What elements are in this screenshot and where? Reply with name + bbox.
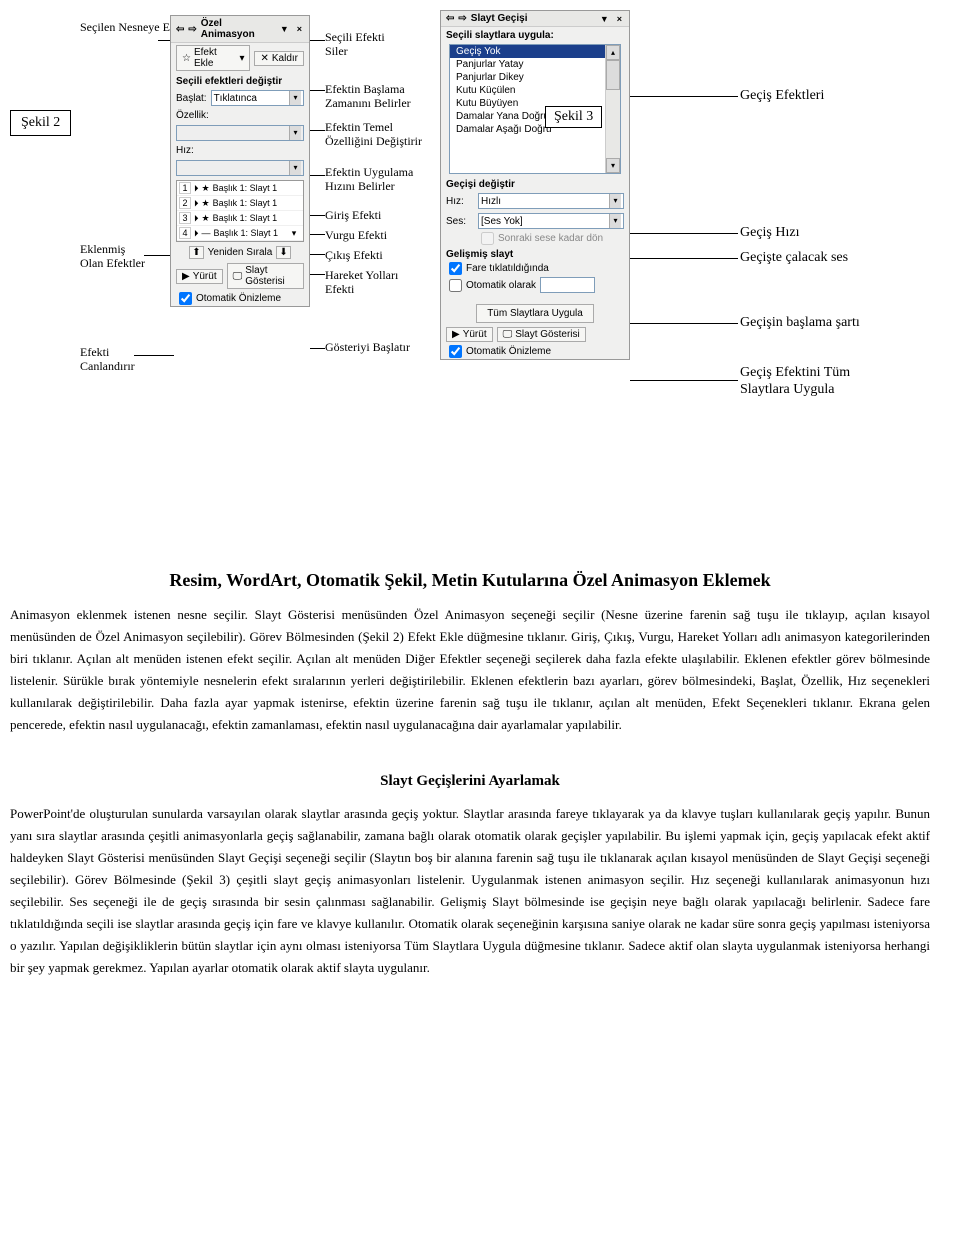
sound-label: Ses:: [446, 216, 474, 227]
remove-effect-button[interactable]: ✕ Kaldır: [254, 51, 304, 66]
callout-speed: Efektin UygulamaHızını Belirler: [325, 165, 413, 194]
on-click-checkbox[interactable]: [449, 262, 462, 275]
loop-sound-checkbox: [481, 232, 494, 245]
add-effect-button[interactable]: ☆ Efekt Ekle ▾: [176, 45, 250, 71]
reorder-up-button[interactable]: ⬆: [189, 246, 203, 259]
callout-added-effects: EklenmişOlan Efektler: [80, 242, 145, 271]
auto-preview-label: Otomatik Önizleme: [196, 293, 281, 304]
auto-after-label: Otomatik olarak: [466, 280, 536, 291]
nav-back-icon[interactable]: ⇦: [176, 24, 184, 35]
panel2-title: Slayt Geçişi: [471, 13, 528, 24]
custom-animation-panel: ⇦ ⇨ Özel Animasyon ▼ × ☆ Efekt Ekle ▾ ✕ …: [170, 15, 310, 307]
play-button[interactable]: ▶ Yürüt: [446, 327, 493, 342]
list-item[interactable]: Kutu Küçülen: [450, 84, 620, 97]
panel1-title-bar: ⇦ ⇨ Özel Animasyon ▼ ×: [171, 16, 309, 43]
effect-item[interactable]: 2⏵★Başlık 1: Slayt 1: [177, 196, 303, 211]
callout-remove: Seçili EfektiSiler: [325, 30, 385, 59]
scrollbar[interactable]: ▴ ▾: [605, 45, 620, 173]
callout-motion: Hareket YollarıEfekti: [325, 268, 398, 297]
section-heading-custom-animation: Resim, WordArt, Otomatik Şekil, Metin Ku…: [10, 570, 930, 591]
scroll-down-icon[interactable]: ▾: [606, 158, 620, 173]
callout-start-time: Efektin BaşlamaZamanını Belirler: [325, 82, 411, 111]
panel2-title-bar: ⇦ ⇨ Slayt Geçişi ▼ ×: [441, 11, 629, 27]
dropdown-icon[interactable]: ▼: [278, 24, 291, 34]
transition-speed-select[interactable]: Hızlı▾: [478, 193, 624, 209]
figure-area: Şekil 2 Seçilen Nesneye Efekt Ekler Ekle…: [10, 10, 930, 540]
speed-label: Hız:: [446, 196, 474, 207]
figure3-label: Şekil 3: [545, 106, 602, 128]
auto-after-time-input[interactable]: [540, 277, 595, 293]
speed-label: Hız:: [176, 145, 194, 156]
change-transition-section: Geçişi değiştir: [441, 176, 629, 191]
callout-property: Efektin TemelÖzelliğini Değiştirir: [325, 120, 422, 149]
reorder-label: Yeniden Sırala: [208, 247, 273, 258]
start-select[interactable]: Tıklatınca▾: [211, 90, 304, 106]
slideshow-button[interactable]: 🖵 Slayt Gösterisi: [497, 327, 586, 342]
close-icon[interactable]: ×: [615, 14, 624, 24]
effect-item[interactable]: 4⏵—Başlık 1: Slayt 1▾: [177, 226, 303, 241]
dropdown-icon[interactable]: ▼: [598, 14, 611, 24]
list-item[interactable]: Panjurlar Yatay: [450, 58, 620, 71]
play-button[interactable]: ▶ Yürüt: [176, 269, 223, 284]
callout-advance-condition: Geçişin başlama şartı: [740, 315, 860, 332]
callout-transition-speed: Geçiş Hızı: [740, 225, 799, 242]
list-item[interactable]: Panjurlar Dikey: [450, 71, 620, 84]
callout-animate-effect: EfektiCanlandırır: [80, 345, 135, 374]
auto-preview-label: Otomatik Önizleme: [466, 346, 551, 357]
list-item[interactable]: Geçiş Yok: [450, 45, 620, 58]
callout-entrance: Giriş Efekti: [325, 208, 381, 222]
paragraph-slide-transitions: PowerPoint'de oluşturulan sunularda vars…: [10, 803, 930, 980]
on-click-label: Fare tıklatıldığında: [466, 263, 549, 274]
panel1-title: Özel Animasyon: [201, 18, 270, 40]
callout-emphasis: Vurgu Efekti: [325, 228, 387, 242]
apply-all-button[interactable]: Tüm Slaytlara Uygula: [476, 304, 594, 323]
speed-select[interactable]: ▾: [176, 160, 304, 176]
nav-fwd-icon[interactable]: ⇨: [188, 24, 196, 35]
slideshow-button[interactable]: 🖵 Slayt Gösterisi: [227, 263, 304, 289]
callout-transition-sound: Geçişte çalacak ses: [740, 250, 848, 267]
auto-preview-checkbox[interactable]: [449, 345, 462, 358]
nav-fwd-icon[interactable]: ⇨: [458, 13, 466, 24]
slide-transition-panel: ⇦ ⇨ Slayt Geçişi ▼ × Seçili slaytlara uy…: [440, 10, 630, 360]
auto-after-checkbox[interactable]: [449, 279, 462, 292]
property-label: Özellik:: [176, 110, 209, 121]
effect-item[interactable]: 1⏵★Başlık 1: Slayt 1: [177, 181, 303, 196]
property-select[interactable]: ▾: [176, 125, 304, 141]
auto-preview-checkbox[interactable]: [179, 292, 192, 305]
callout-start-show: Gösteriyi Başlatır: [325, 340, 410, 354]
nav-back-icon[interactable]: ⇦: [446, 13, 454, 24]
callout-transition-effects: Geçiş Efektleri: [740, 88, 824, 105]
apply-section: Seçili slaytlara uygula:: [441, 27, 629, 42]
start-label: Başlat:: [176, 93, 207, 104]
close-icon[interactable]: ×: [295, 24, 304, 34]
scroll-up-icon[interactable]: ▴: [606, 45, 620, 60]
reorder-down-button[interactable]: ⬇: [276, 246, 290, 259]
advance-slide-section: Gelişmiş slayt: [441, 246, 629, 261]
figure2-label: Şekil 2: [10, 110, 71, 136]
section-heading-slide-transitions: Slayt Geçişlerini Ayarlamak: [10, 773, 930, 790]
callout-apply-all: Geçiş Efektini TümSlaytlara Uygula: [740, 365, 850, 399]
scroll-thumb[interactable]: [606, 60, 620, 90]
loop-sound-label: Sonraki sese kadar dön: [498, 233, 603, 244]
effect-item[interactable]: 3⏵★Başlık 1: Slayt 1: [177, 211, 303, 226]
effect-list: 1⏵★Başlık 1: Slayt 1 2⏵★Başlık 1: Slayt …: [176, 180, 304, 242]
callout-exit: Çıkış Efekti: [325, 248, 383, 262]
change-effects-section: Seçili efektleri değiştir: [171, 73, 309, 88]
paragraph-custom-animation: Animasyon eklenmek istenen nesne seçilir…: [10, 604, 930, 737]
transition-sound-select[interactable]: [Ses Yok]▾: [478, 213, 624, 229]
